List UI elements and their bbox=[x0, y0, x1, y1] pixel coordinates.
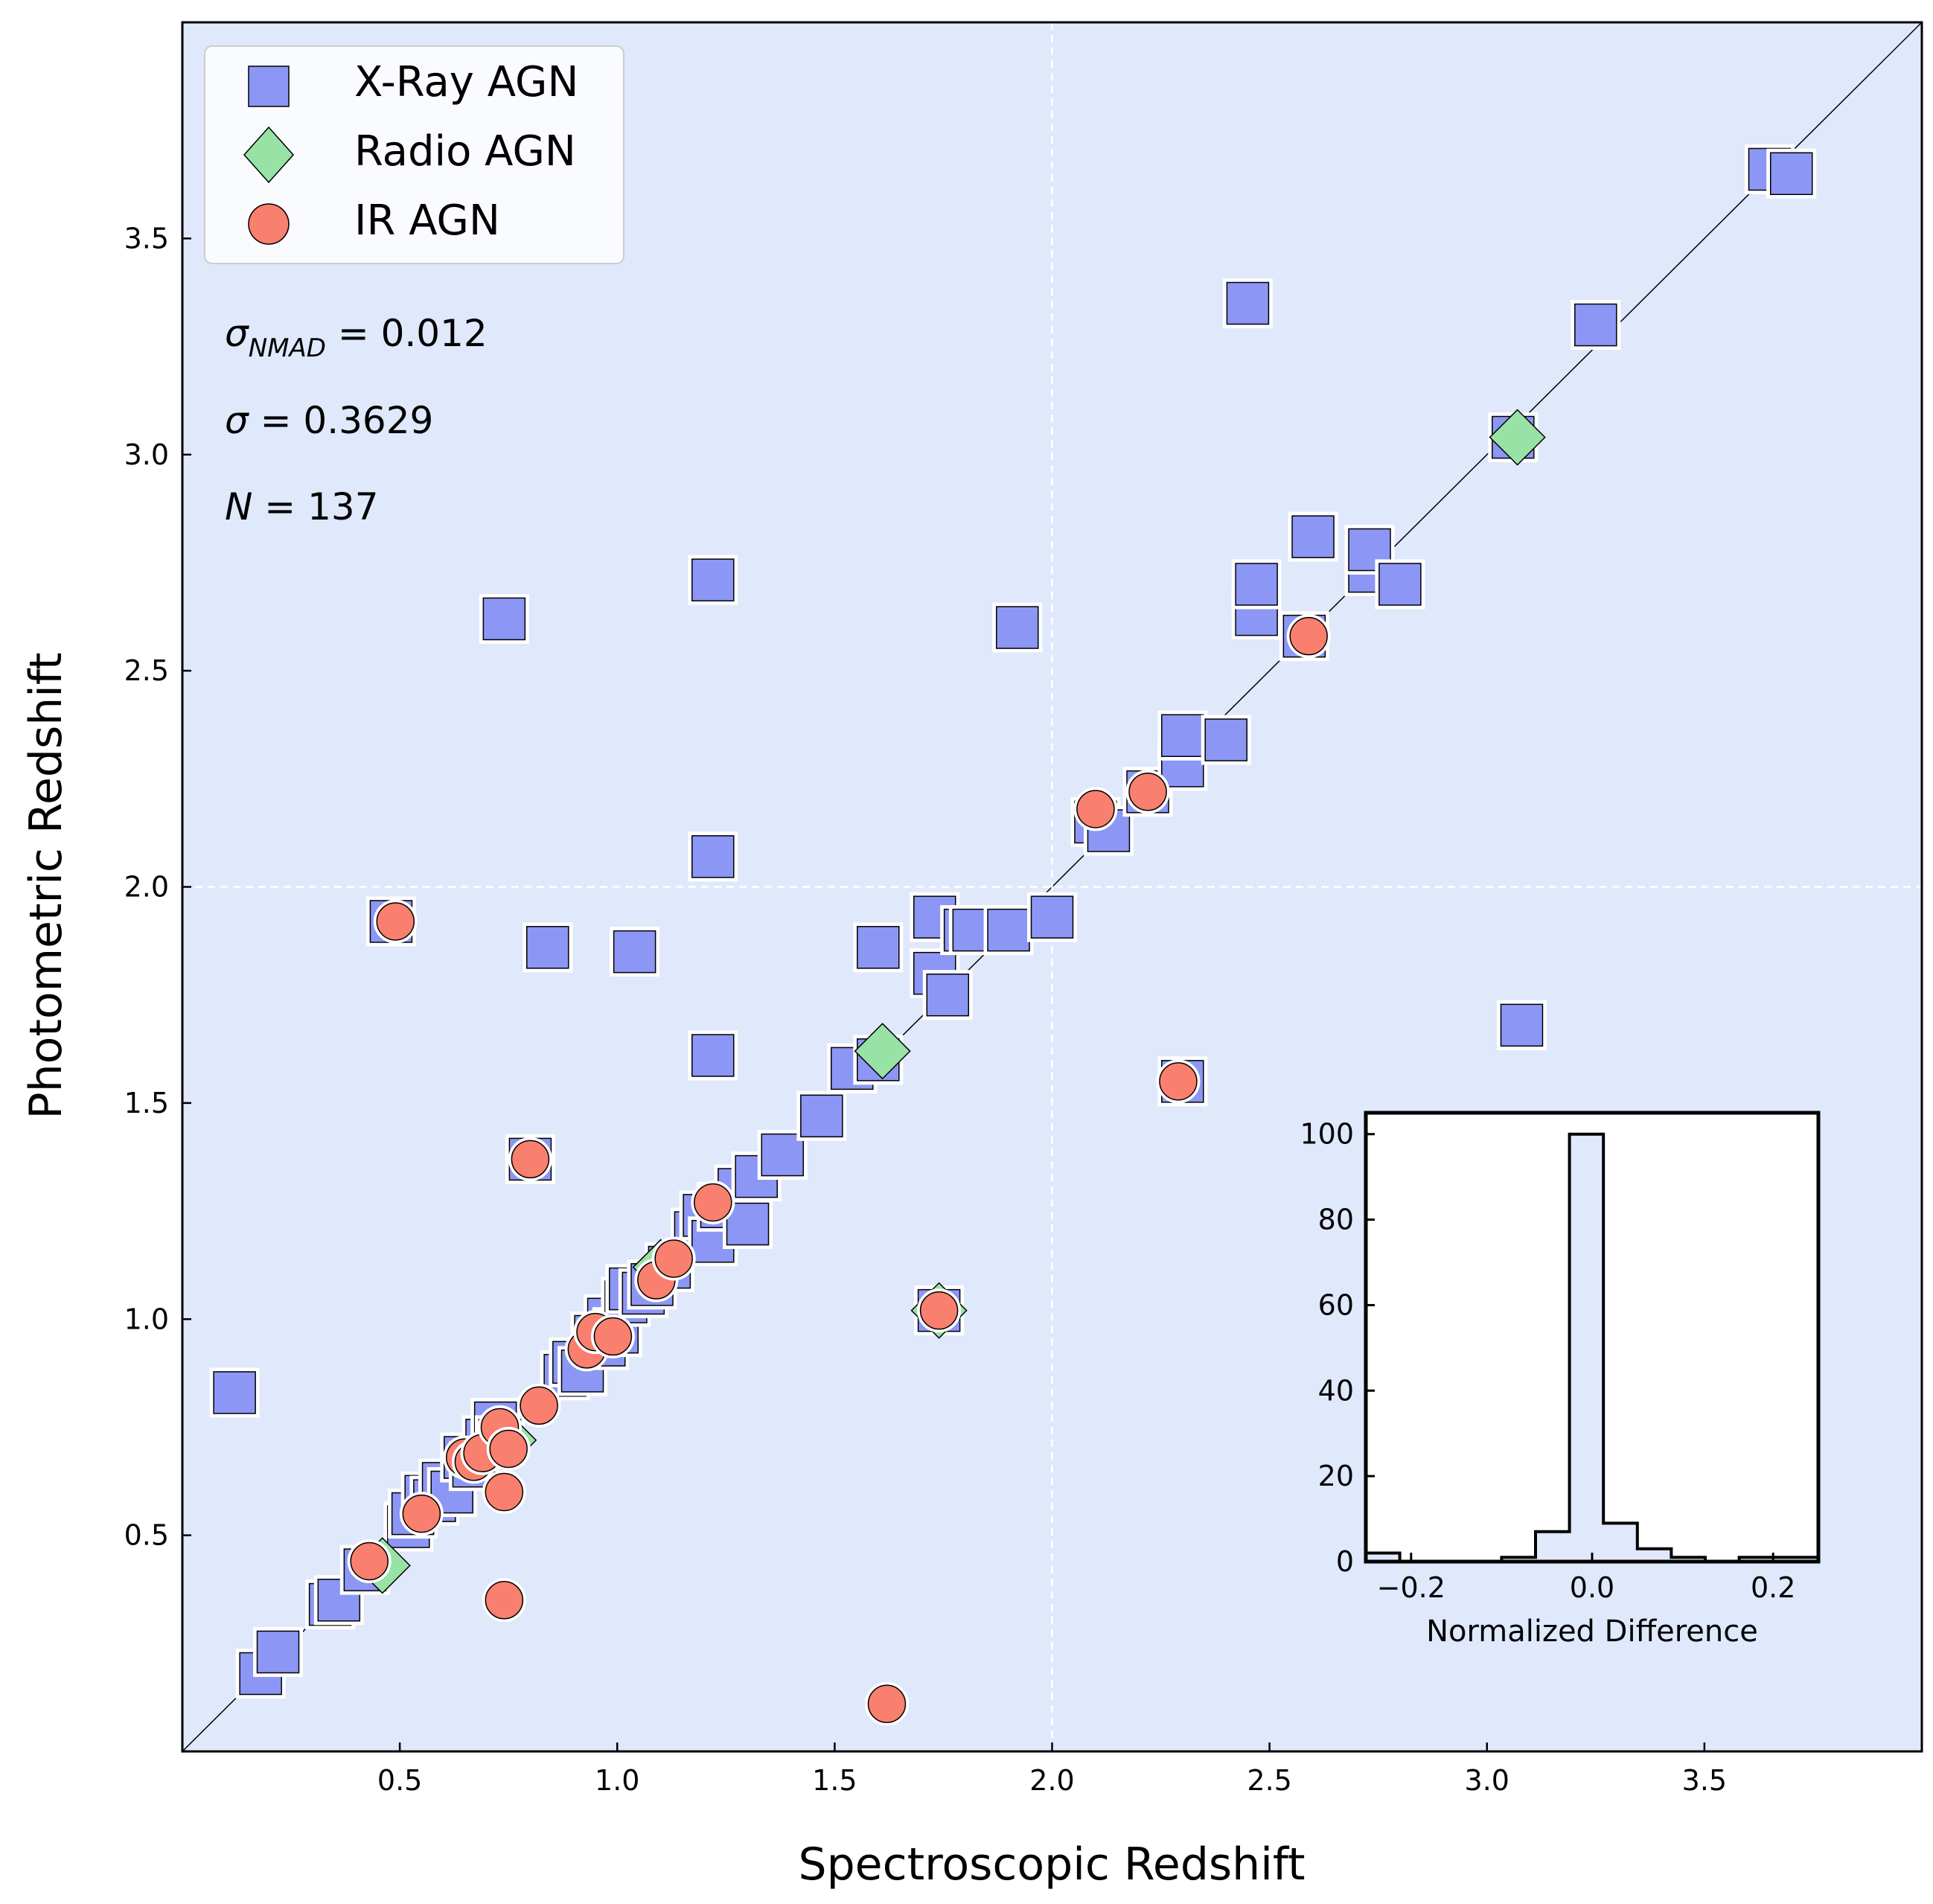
point-xray-30 bbox=[613, 930, 656, 974]
point-xray-48 bbox=[857, 926, 900, 969]
point-ir-8 bbox=[485, 1580, 524, 1620]
point-ir-9 bbox=[489, 1429, 528, 1469]
point-ir-14 bbox=[593, 1317, 633, 1356]
point-xray-0 bbox=[213, 1371, 256, 1414]
point-xray-42 bbox=[726, 1202, 770, 1246]
point-xray-77 bbox=[1769, 152, 1813, 196]
point-xray-72 bbox=[1378, 563, 1422, 606]
point-ir-11 bbox=[520, 1386, 558, 1425]
point-xray-37 bbox=[691, 1034, 735, 1077]
x-tick-label: 2.0 bbox=[1029, 1764, 1074, 1797]
y-axis-label: Photometric Redshift bbox=[20, 653, 72, 1119]
point-ir-16 bbox=[654, 1239, 693, 1278]
point-xray-62 bbox=[1161, 714, 1204, 757]
x-tick-label: 0.5 bbox=[377, 1764, 422, 1797]
point-ir-7 bbox=[485, 1472, 524, 1512]
legend-marker-xray-square bbox=[248, 66, 290, 107]
y-tick-label: 1.5 bbox=[124, 1087, 169, 1119]
point-ir-2 bbox=[402, 1494, 441, 1533]
point-xray-64 bbox=[1204, 718, 1247, 761]
legend-box bbox=[204, 45, 624, 264]
point-ir-0 bbox=[350, 1542, 389, 1581]
point-xray-75 bbox=[1574, 303, 1617, 347]
y-tick-label: 3.5 bbox=[124, 222, 169, 255]
inset-y-tick-label: 60 bbox=[1318, 1288, 1354, 1321]
legend: X-Ray AGN Radio AGN IR AGN bbox=[204, 45, 624, 264]
sigma-value: = 0.3629 bbox=[249, 399, 434, 442]
y-tick-label: 3.0 bbox=[124, 438, 169, 471]
point-xray-69 bbox=[1291, 515, 1335, 558]
point-ir-10 bbox=[511, 1140, 550, 1179]
inset-x-tick-label: 0.0 bbox=[1570, 1571, 1614, 1604]
inset-y-tick-label: 40 bbox=[1318, 1374, 1354, 1407]
x-axis-label: Spectroscopic Redshift bbox=[799, 1838, 1306, 1891]
legend-marker-ir-circle bbox=[248, 203, 290, 245]
point-ir-20 bbox=[1076, 790, 1115, 828]
stats-annotations: σNMAD = 0.012 σ = 0.3629 N = 137 bbox=[225, 312, 488, 528]
scatter-points bbox=[209, 144, 1817, 1726]
point-xray-56 bbox=[996, 606, 1039, 649]
point-xray-45 bbox=[800, 1094, 843, 1138]
point-xray-2 bbox=[256, 1630, 300, 1674]
point-xray-67 bbox=[1235, 563, 1278, 606]
inset-y-axis-ticks: 0 20 40 60 80 100 bbox=[1300, 1118, 1375, 1578]
point-ir-22 bbox=[1159, 1062, 1198, 1101]
inset-y-tick-label: 100 bbox=[1300, 1118, 1354, 1151]
n-symbol: N bbox=[225, 485, 252, 528]
y-tick-label: 2.0 bbox=[124, 871, 169, 904]
point-xray-65 bbox=[1226, 281, 1270, 325]
point-xray-55 bbox=[987, 908, 1030, 952]
inset-y-tick-label: 0 bbox=[1336, 1545, 1354, 1578]
inset-x-axis-ticks: −0.2 0.0 0.2 bbox=[1377, 1553, 1795, 1604]
sigma-nmad-value: = 0.012 bbox=[326, 312, 488, 355]
point-ir-23 bbox=[1289, 616, 1328, 656]
point-xray-74 bbox=[1500, 1003, 1544, 1047]
y-axis-ticks: 0.5 1.0 1.5 2.0 2.5 3.0 3.5 bbox=[124, 222, 191, 1552]
inset-x-tick-label: 0.2 bbox=[1751, 1571, 1795, 1604]
point-xray-20 bbox=[526, 926, 569, 969]
y-tick-label: 2.5 bbox=[124, 654, 169, 687]
x-tick-label: 1.5 bbox=[812, 1764, 857, 1797]
x-tick-label: 1.0 bbox=[595, 1764, 639, 1797]
y-tick-label: 0.5 bbox=[124, 1519, 169, 1552]
series-ir bbox=[347, 614, 1331, 1726]
legend-marker-radio-diamond bbox=[243, 126, 295, 184]
x-tick-label: 3.0 bbox=[1465, 1764, 1509, 1797]
point-xray-39 bbox=[691, 558, 735, 601]
sigma-symbol: σ bbox=[225, 399, 249, 442]
inset-x-axis-label: Normalized Difference bbox=[1426, 1614, 1758, 1649]
point-xray-57 bbox=[1030, 895, 1074, 939]
point-xray-44 bbox=[761, 1133, 805, 1177]
point-xray-52 bbox=[926, 973, 970, 1017]
n-value: = 137 bbox=[252, 485, 378, 528]
x-axis-ticks: 0.5 1.0 1.5 2.0 2.5 3.0 3.5 bbox=[377, 1742, 1727, 1797]
sigma-annotation: σ = 0.3629 bbox=[225, 399, 433, 442]
sigma-nmad-subscript: NMAD bbox=[249, 333, 326, 363]
x-tick-label: 3.5 bbox=[1682, 1764, 1727, 1797]
legend-label-radio: Radio AGN bbox=[354, 127, 576, 176]
sigma-nmad-annotation: σNMAD = 0.012 bbox=[225, 312, 488, 363]
inset-x-tick-label: −0.2 bbox=[1377, 1571, 1445, 1604]
inset-y-tick-label: 20 bbox=[1318, 1460, 1354, 1492]
point-radio-5 bbox=[1489, 409, 1546, 466]
point-ir-18 bbox=[867, 1684, 907, 1723]
point-ir-19 bbox=[919, 1291, 959, 1330]
legend-label-ir: IR AGN bbox=[354, 197, 500, 245]
point-xray-18 bbox=[482, 597, 526, 641]
sigma-nmad-symbol: σ bbox=[225, 312, 249, 355]
y-tick-label: 1.0 bbox=[124, 1303, 169, 1335]
n-annotation: N = 137 bbox=[225, 485, 379, 528]
point-ir-17 bbox=[694, 1183, 732, 1222]
point-xray-38 bbox=[691, 835, 735, 878]
point-radio-3 bbox=[854, 1023, 911, 1080]
legend-label-xray: X-Ray AGN bbox=[354, 58, 578, 106]
point-ir-1 bbox=[376, 902, 415, 941]
inset-y-tick-label: 80 bbox=[1318, 1204, 1354, 1236]
x-tick-label: 2.5 bbox=[1247, 1764, 1291, 1797]
inset-histogram: −0.2 0.0 0.2 0 20 40 60 80 100 Normalized Diffe… bbox=[1300, 1111, 1821, 1649]
point-ir-21 bbox=[1128, 772, 1167, 811]
